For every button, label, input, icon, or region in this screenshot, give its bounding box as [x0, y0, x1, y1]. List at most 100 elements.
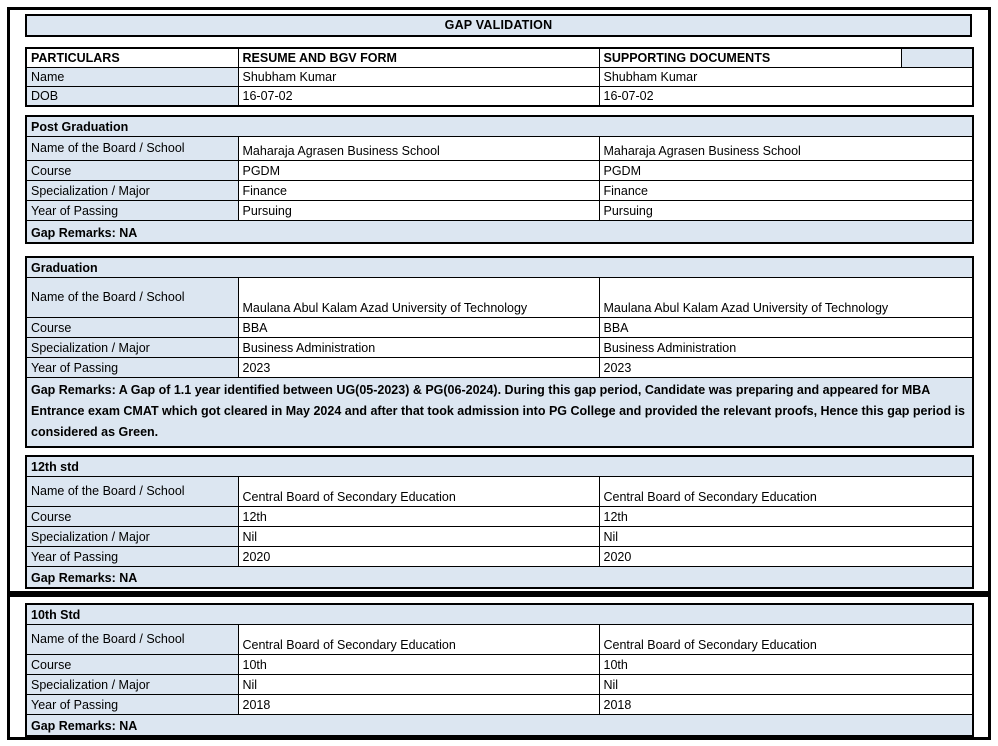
section-title: Graduation: [25, 256, 974, 278]
resume-value-cell: Shubham Kumar: [237, 66, 600, 87]
supporting-value-cell: 10th: [598, 653, 974, 675]
row-label-cell: DOB: [25, 85, 239, 107]
supporting-value-cell: 2023: [598, 356, 974, 378]
gap-remarks: Gap Remarks: NA: [25, 713, 974, 737]
resume-value-cell: 2020: [237, 545, 600, 567]
table-row: Specialization / Major Nil Nil: [25, 525, 974, 547]
gap-remarks-row: Gap Remarks: NA: [25, 219, 974, 244]
section-title: Post Graduation: [25, 115, 974, 137]
table-row: Course BBA BBA: [25, 316, 974, 338]
section-header-row: Graduation: [25, 256, 974, 278]
section-header-row: 12th std: [25, 455, 974, 477]
resume-value-cell: Nil: [237, 673, 600, 695]
resume-value-cell: Maulana Abul Kalam Azad University of Te…: [237, 276, 600, 318]
row-label-cell: Specialization / Major: [25, 673, 239, 695]
outer-frame-top: [7, 7, 991, 594]
row-label-cell: Name: [25, 66, 239, 87]
resume-value-cell: Central Board of Secondary Education: [237, 475, 600, 507]
section-header-row: Post Graduation: [25, 115, 974, 137]
section-10th-std: 10th Std Name of the Board / School Cent…: [25, 603, 975, 737]
section-12th-std: 12th std Name of the Board / School Cent…: [25, 455, 974, 589]
supporting-value-cell: Nil: [598, 525, 974, 547]
resume-value-cell: Pursuing: [237, 199, 600, 221]
supporting-value-cell: Maharaja Agrasen Business School: [598, 135, 974, 161]
outer-frame-bottom: [7, 594, 991, 740]
row-label-cell: Name of the Board / School: [25, 135, 239, 161]
resume-value-cell: Business Administration: [237, 336, 600, 358]
table-row: Year of Passing 2020 2020: [25, 545, 974, 567]
candidate-table: PARTICULARS RESUME AND BGV FORM SUPPORTI…: [25, 47, 974, 107]
header-resume-bgv: RESUME AND BGV FORM: [237, 47, 600, 68]
row-label-cell: Specialization / Major: [25, 179, 239, 201]
row-label-cell: Year of Passing: [25, 693, 239, 715]
table-row: Name of the Board / School Central Board…: [25, 623, 974, 655]
row-label-cell: Year of Passing: [25, 356, 239, 378]
table-row: Course 10th 10th: [25, 653, 974, 675]
row-label-cell: Specialization / Major: [25, 336, 239, 358]
resume-value-cell: Nil: [237, 525, 600, 547]
supporting-value-cell: 2018: [598, 693, 974, 715]
section-title: 12th std: [25, 455, 974, 477]
gap-remarks-row: Gap Remarks: NA: [25, 713, 974, 737]
section-graduation: Graduation Name of the Board / School Ma…: [25, 256, 975, 448]
header-supporting-documents: SUPPORTING DOCUMENTS: [598, 47, 902, 68]
resume-value-cell: 2023: [237, 356, 600, 378]
gap-remarks: Gap Remarks: A Gap of 1.1 year identifie…: [25, 376, 974, 447]
table-row: Course PGDM PGDM: [25, 159, 974, 181]
table-row: Name of the Board / School Central Board…: [25, 475, 974, 507]
document-title: GAP VALIDATION: [25, 14, 972, 37]
candidate-name-row: Name Shubham Kumar Shubham Kumar: [25, 66, 974, 87]
row-label-cell: Name of the Board / School: [25, 276, 239, 318]
header-particulars: PARTICULARS: [25, 47, 239, 68]
resume-value-cell: Central Board of Secondary Education: [237, 623, 600, 655]
supporting-value-cell: BBA: [598, 316, 974, 338]
table-row: Course 12th 12th: [25, 505, 974, 527]
table-row: Specialization / Major Business Administ…: [25, 336, 974, 358]
table-row: Name of the Board / School Maulana Abul …: [25, 276, 974, 318]
supporting-value-cell: Finance: [598, 179, 974, 201]
supporting-value-cell: 12th: [598, 505, 974, 527]
table-row: Year of Passing 2023 2023: [25, 356, 974, 378]
table-row: Name of the Board / School Maharaja Agra…: [25, 135, 974, 161]
candidate-header-row: PARTICULARS RESUME AND BGV FORM SUPPORTI…: [25, 47, 974, 68]
supporting-value-cell: 2020: [598, 545, 974, 567]
table-row: Year of Passing 2018 2018: [25, 693, 974, 715]
resume-value-cell: 12th: [237, 505, 600, 527]
row-label-cell: Course: [25, 316, 239, 338]
supporting-value-cell: Business Administration: [598, 336, 974, 358]
supporting-value-cell: 16-07-02: [598, 85, 974, 107]
resume-value-cell: Finance: [237, 179, 600, 201]
resume-value-cell: 10th: [237, 653, 600, 675]
supporting-value-cell: Pursuing: [598, 199, 974, 221]
resume-value-cell: PGDM: [237, 159, 600, 181]
section-post-graduation: Post Graduation Name of the Board / Scho…: [25, 115, 975, 244]
header-spacer-cell: [900, 47, 974, 68]
supporting-value-cell: Central Board of Secondary Education: [598, 475, 974, 507]
section-header-row: 10th Std: [25, 603, 974, 625]
resume-value-cell: Maharaja Agrasen Business School: [237, 135, 600, 161]
table-row: Year of Passing Pursuing Pursuing: [25, 199, 974, 221]
candidate-dob-row: DOB 16-07-02 16-07-02: [25, 85, 974, 107]
gap-remarks-row: Gap Remarks: NA: [25, 565, 974, 589]
row-label-cell: Year of Passing: [25, 545, 239, 567]
gap-remarks: Gap Remarks: NA: [25, 565, 974, 589]
table-row: Specialization / Major Finance Finance: [25, 179, 974, 201]
gap-remarks: Gap Remarks: NA: [25, 219, 974, 244]
row-label-cell: Course: [25, 159, 239, 181]
resume-value-cell: 16-07-02: [237, 85, 600, 107]
resume-value-cell: BBA: [237, 316, 600, 338]
resume-value-cell: 2018: [237, 693, 600, 715]
supporting-value-cell: Nil: [598, 673, 974, 695]
row-label-cell: Specialization / Major: [25, 525, 239, 547]
row-label-cell: Name of the Board / School: [25, 475, 239, 507]
row-label-cell: Course: [25, 505, 239, 527]
supporting-value-cell: PGDM: [598, 159, 974, 181]
supporting-value-cell: Shubham Kumar: [598, 66, 974, 87]
supporting-value-cell: Maulana Abul Kalam Azad University of Te…: [598, 276, 974, 318]
table-row: Specialization / Major Nil Nil: [25, 673, 974, 695]
section-title: 10th Std: [25, 603, 974, 625]
supporting-value-cell: Central Board of Secondary Education: [598, 623, 974, 655]
row-label-cell: Name of the Board / School: [25, 623, 239, 655]
row-label-cell: Course: [25, 653, 239, 675]
gap-remarks-row: Gap Remarks: A Gap of 1.1 year identifie…: [25, 376, 974, 447]
